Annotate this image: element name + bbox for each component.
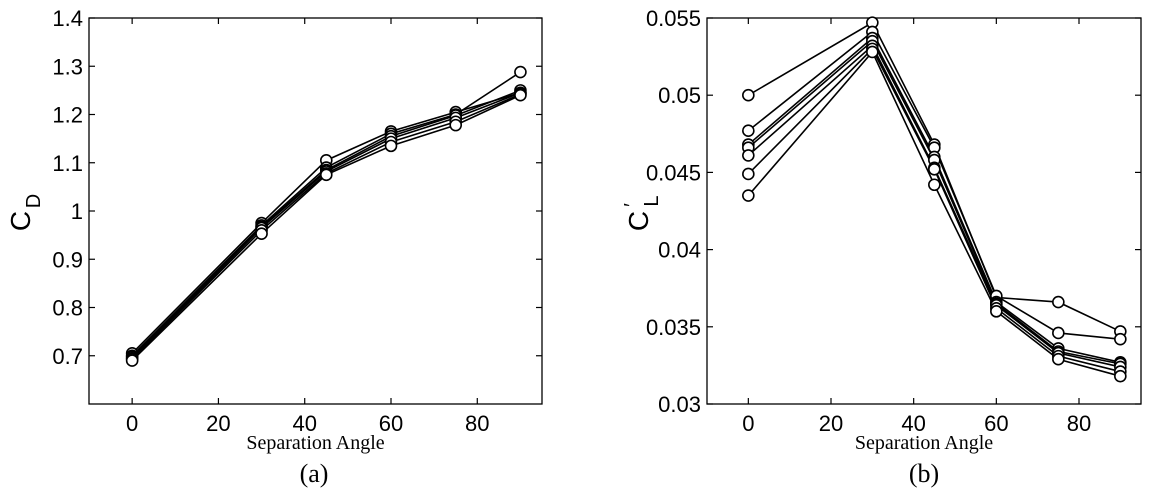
data-point: [742, 124, 755, 138]
y-tick-label: 1.1: [52, 151, 83, 176]
y-tick-label: 0.8: [52, 296, 83, 321]
x-axis-label: Separation Angle: [246, 432, 384, 454]
x-tick-label: 20: [819, 411, 843, 436]
series-line-1: [131, 71, 521, 357]
x-tick-label: 0: [126, 411, 138, 436]
y-tick-label: 1.3: [52, 54, 83, 79]
y-axis-label: CD: [5, 194, 45, 231]
y-tick-label: 0.7: [52, 344, 83, 369]
y-tick-label: 0.03: [658, 392, 701, 417]
y-axis-label-main: C: [623, 211, 654, 231]
series-line-5: [747, 47, 1121, 373]
series-line-5: [131, 94, 521, 362]
data-point: [1052, 352, 1065, 366]
y-tick-label: 1.2: [52, 103, 83, 128]
data-point: [742, 88, 755, 102]
series-line-3: [131, 92, 521, 359]
series-line-2: [747, 36, 1121, 364]
data-point: [928, 178, 941, 192]
series-line-6: [747, 50, 1121, 377]
x-tick-label: 0: [742, 411, 754, 436]
x-tick-label: 80: [465, 411, 489, 436]
series-line-3: [747, 39, 1121, 365]
plot-frame: [88, 17, 543, 405]
data-point: [255, 227, 268, 240]
x-tick-label: 60: [379, 411, 403, 436]
y-tick-label: 0.9: [52, 247, 83, 272]
x-tick-label: 20: [206, 411, 230, 436]
plot-frame: [706, 17, 1142, 405]
data-point: [742, 149, 755, 162]
series-line-0: [747, 21, 1121, 333]
data-point: [1114, 332, 1127, 346]
series-line-1: [747, 30, 1121, 340]
data-point: [449, 118, 463, 132]
x-tick-label: 40: [292, 411, 316, 436]
data-point: [928, 163, 941, 176]
chart-panel-1: 0 20 40 60 80 0.03 0.035 0.04 0.045 0.05 0.055 Sepa…: [621, 6, 1142, 488]
panel-caption: (a): [300, 459, 329, 488]
data-point: [1052, 295, 1065, 309]
data-point: [514, 65, 527, 79]
series-line-2: [131, 89, 521, 358]
data-point: [1052, 326, 1065, 340]
data-point: [742, 189, 755, 202]
y-tick-label: 0.045: [646, 160, 701, 185]
data-point: [125, 354, 139, 367]
y-tick-label: 0.035: [646, 315, 701, 340]
y-tick-label: 1: [71, 199, 83, 224]
x-tick-label: 40: [901, 411, 925, 436]
y-axis-label-prime: ′: [621, 203, 643, 207]
data-point: [990, 305, 1003, 318]
series-line-4: [131, 93, 521, 360]
data-point: [1114, 369, 1127, 383]
data-point: [866, 45, 879, 59]
data-point: [319, 168, 333, 182]
series-line-0: [131, 92, 521, 354]
y-tick-label: 1.4: [52, 6, 83, 31]
data-point: [742, 167, 755, 181]
y-axis-label: CL′: [621, 195, 663, 231]
chart-panel-0: 0 20 40 60 80 0.7 0.8 0.9 1 1.1 1.2 1.3 1.4 Separatio…: [5, 6, 543, 488]
y-tick-label: 0.05: [658, 83, 701, 108]
x-tick-label: 60: [984, 411, 1008, 436]
data-point: [514, 88, 527, 102]
x-axis-label: Separation Angle: [855, 432, 993, 454]
y-tick-label: 0.04: [658, 238, 701, 263]
x-tick-label: 80: [1067, 411, 1091, 436]
y-axis-label-sub: L: [641, 195, 663, 206]
series-line-4: [747, 44, 1121, 368]
panel-caption: (b): [909, 459, 939, 488]
data-point: [384, 139, 398, 153]
y-axis-label-main: C: [5, 211, 36, 231]
y-axis-label-sub: D: [23, 194, 45, 208]
y-tick-label: 0.055: [646, 6, 701, 31]
